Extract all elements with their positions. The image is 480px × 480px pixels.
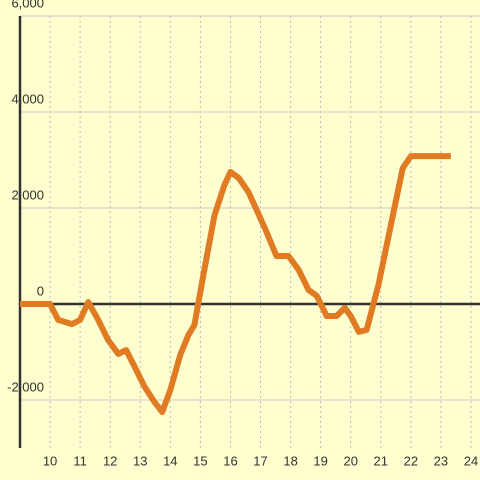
x-tick-label: 19 (313, 453, 327, 468)
x-tick-label: 18 (283, 453, 297, 468)
x-tick-label: 23 (434, 453, 448, 468)
x-tick-label: 13 (133, 453, 147, 468)
x-tick-label: 22 (404, 453, 418, 468)
line (20, 153, 451, 415)
x-tick-label: 10 (43, 453, 57, 468)
x-tick-label: 14 (163, 453, 177, 468)
y-tick-label: -2,000 (7, 379, 44, 394)
x-tick-label: 11 (73, 453, 87, 468)
x-tick-label: 24 (464, 453, 478, 468)
x-tick-label: 15 (193, 453, 207, 468)
x-tick-label: 16 (223, 453, 237, 468)
x-tick-label: 17 (253, 453, 267, 468)
x-tick-label: 20 (343, 453, 357, 468)
y-tick-label: 0 (37, 283, 44, 298)
x-tick-label: 12 (103, 453, 117, 468)
y-tick-label: 4,000 (11, 91, 44, 106)
y-tick-label: 2,000 (11, 187, 44, 202)
y-tick-label: 6,000 (11, 0, 44, 10)
x-tick-label: 21 (374, 453, 388, 468)
